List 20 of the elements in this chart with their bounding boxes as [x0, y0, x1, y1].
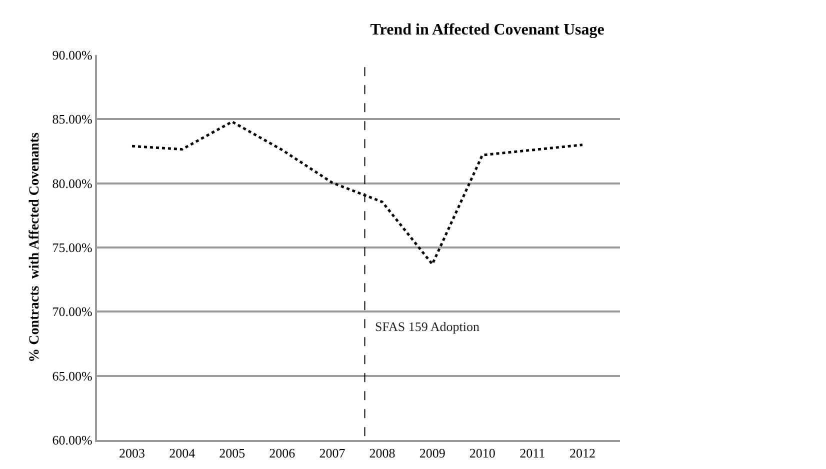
ref-line-label: SFAS 159 Adoption	[375, 319, 480, 334]
y-tick-label: 65.00%	[52, 368, 93, 384]
x-tick-label: 2005	[219, 446, 246, 461]
y-tick-label: 60.00%	[52, 432, 93, 448]
x-tick-label: 2008	[369, 446, 396, 461]
y-tick-label: 80.00%	[52, 176, 93, 191]
x-tick-label: 2007	[319, 446, 346, 461]
x-tick-label: 2012	[569, 446, 596, 461]
y-tick-label: 75.00%	[52, 240, 93, 256]
y-tick-label: 70.00%	[52, 304, 93, 320]
x-tick-label: 2009	[419, 446, 446, 461]
y-tick-label: 85.00%	[52, 112, 93, 127]
x-tick-label: 2011	[520, 446, 546, 461]
y-tick-label: 90.00%	[52, 48, 93, 63]
x-tick-label: 2010	[469, 446, 496, 461]
x-tick-label: 2006	[269, 446, 296, 461]
chart-title: Trend in Affected Covenant Usage	[370, 22, 604, 39]
x-tick-label: 2004	[169, 446, 196, 461]
y-axis-title: % Contracts with Affected Covenants	[27, 132, 42, 362]
x-tick-label: 2003	[119, 446, 146, 461]
